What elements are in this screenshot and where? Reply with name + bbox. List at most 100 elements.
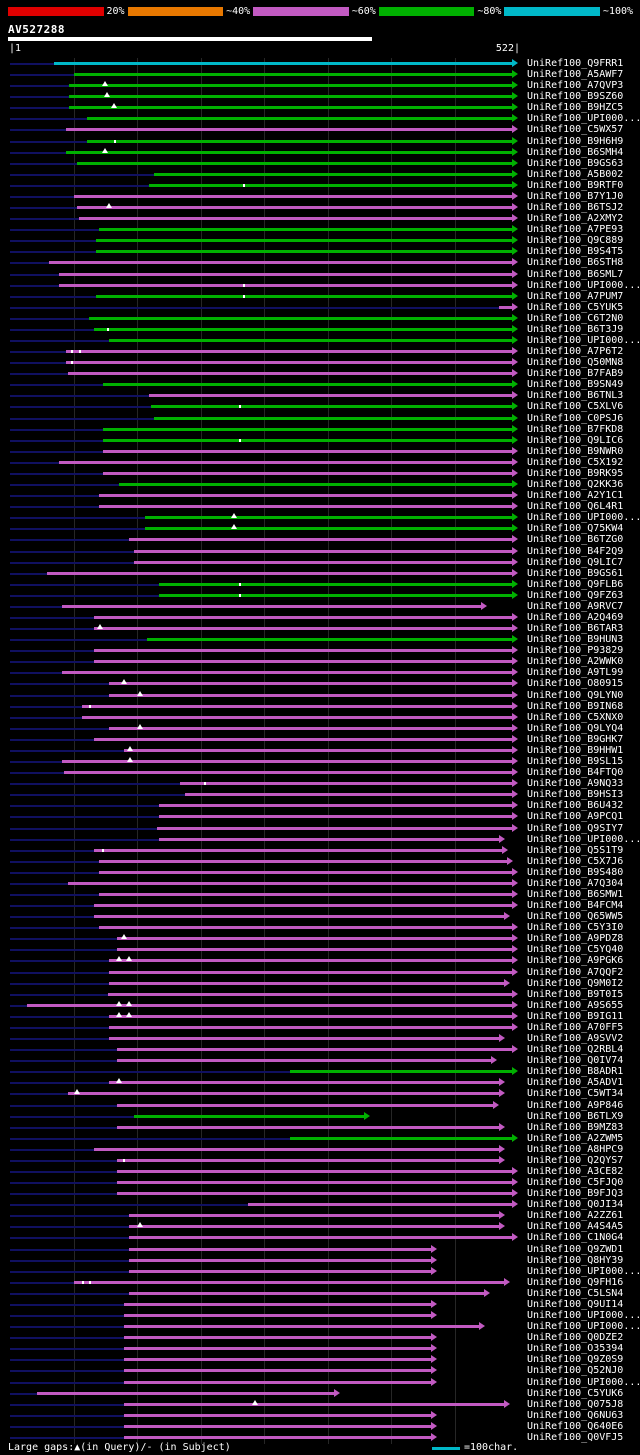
- alignment-bar[interactable]: [149, 183, 513, 187]
- alignment-bar[interactable]: [128, 1214, 501, 1218]
- alignment-bar[interactable]: [93, 616, 513, 619]
- alignment-bar[interactable]: [154, 172, 513, 176]
- alignment-bar[interactable]: [124, 1413, 433, 1417]
- alignment-bar[interactable]: [58, 272, 513, 276]
- alignment-bar[interactable]: [159, 804, 513, 808]
- hit-label[interactable]: UniRef100_Q5S1T9: [527, 844, 624, 856]
- alignment-bar[interactable]: [98, 505, 513, 509]
- alignment-bar[interactable]: [67, 1092, 501, 1096]
- alignment-bar[interactable]: [47, 571, 513, 575]
- alignment-bar[interactable]: [69, 84, 513, 88]
- hit-label[interactable]: UniRef100_Q0IV74: [527, 1055, 624, 1067]
- hit-label[interactable]: UniRef100_A4S4A5: [527, 1221, 624, 1233]
- alignment-bar[interactable]: [37, 1391, 335, 1395]
- alignment-bar[interactable]: [67, 881, 513, 885]
- hit-label[interactable]: UniRef100_UPI000...: [527, 1265, 640, 1277]
- alignment-bar[interactable]: [102, 449, 513, 453]
- hit-label[interactable]: UniRef100_B9H6H9: [527, 135, 624, 147]
- hit-label[interactable]: UniRef100_A9PDZ8: [527, 933, 624, 945]
- alignment-bar[interactable]: [88, 316, 513, 320]
- alignment-bar[interactable]: [65, 361, 513, 365]
- hit-label[interactable]: UniRef100_B6SML7: [527, 268, 624, 280]
- hit-label[interactable]: UniRef100_C5XLV6: [527, 401, 624, 413]
- alignment-bar[interactable]: [109, 1037, 501, 1041]
- hit-label[interactable]: UniRef100_B6TAR3: [527, 623, 624, 635]
- hit-label[interactable]: UniRef100_Q9M0I2: [527, 977, 624, 989]
- hit-label[interactable]: UniRef100_B9SL15: [527, 756, 624, 768]
- hit-label[interactable]: UniRef100_P93829: [527, 645, 624, 657]
- alignment-bar[interactable]: [117, 1048, 513, 1052]
- hit-label[interactable]: UniRef100_Q0JI34: [527, 1199, 624, 1211]
- alignment-bar[interactable]: [128, 1236, 513, 1240]
- alignment-bar[interactable]: [124, 1314, 433, 1318]
- alignment-bar[interactable]: [109, 1014, 513, 1018]
- hit-label[interactable]: UniRef100_A2XMY2: [527, 213, 624, 225]
- hit-label[interactable]: UniRef100_B9SZ60: [527, 91, 624, 103]
- alignment-bar[interactable]: [102, 471, 513, 475]
- hit-label[interactable]: UniRef100_A2ZZ61: [527, 1210, 624, 1222]
- alignment-bar[interactable]: [95, 239, 513, 243]
- hit-label[interactable]: UniRef100_A7P6T2: [527, 346, 624, 358]
- alignment-bar[interactable]: [149, 394, 513, 398]
- hit-label[interactable]: UniRef100_C5X7J6: [527, 855, 624, 867]
- hit-label[interactable]: UniRef100_B6SMH4: [527, 146, 624, 158]
- alignment-bar[interactable]: [117, 1170, 513, 1173]
- hit-label[interactable]: UniRef100_A5B002: [527, 168, 624, 180]
- hit-label[interactable]: UniRef100_B6STH8: [527, 257, 624, 269]
- alignment-bar[interactable]: [77, 161, 513, 165]
- hit-label[interactable]: UniRef100_B9HSI3: [527, 789, 624, 801]
- hit-label[interactable]: UniRef100_Q9LYQ4: [527, 722, 624, 734]
- hit-label[interactable]: UniRef100_Q9LIC7: [527, 556, 624, 568]
- hit-label[interactable]: UniRef100_A9RVC7: [527, 600, 624, 612]
- alignment-bar[interactable]: [93, 1147, 501, 1151]
- hit-label[interactable]: UniRef100_Q6NU63: [527, 1409, 624, 1421]
- alignment-bar[interactable]: [184, 793, 513, 797]
- hit-label[interactable]: UniRef100_Q9FRR1: [527, 58, 624, 69]
- alignment-bar[interactable]: [93, 915, 506, 919]
- hit-label[interactable]: UniRef100_Q9UI14: [527, 1298, 624, 1310]
- hit-label[interactable]: UniRef100_C5YQ40: [527, 944, 624, 956]
- hit-label[interactable]: UniRef100_C0PSJ6: [527, 412, 624, 424]
- hit-label[interactable]: UniRef100_A3CE82: [527, 1166, 624, 1177]
- hit-label[interactable]: UniRef100_C6T2N0: [527, 312, 624, 324]
- hit-label[interactable]: UniRef100_A5AWF7: [527, 69, 624, 81]
- alignment-bar[interactable]: [93, 848, 504, 852]
- hit-label[interactable]: UniRef100_A2Y1C1: [527, 490, 624, 502]
- alignment-bar[interactable]: [128, 1269, 433, 1273]
- hit-label[interactable]: UniRef100_B9GS61: [527, 567, 624, 579]
- alignment-bar[interactable]: [98, 859, 509, 863]
- hit-label[interactable]: UniRef100_B9HHW1: [527, 744, 624, 756]
- alignment-bar[interactable]: [119, 483, 513, 487]
- hit-label[interactable]: UniRef100_UPI000...: [527, 1321, 640, 1333]
- hit-label[interactable]: UniRef100_A9PGK6: [527, 955, 624, 967]
- alignment-bar[interactable]: [65, 128, 513, 132]
- hit-label[interactable]: UniRef100_B9S4T5: [527, 246, 624, 258]
- hit-label[interactable]: UniRef100_A70FF5: [527, 1021, 624, 1033]
- alignment-bar[interactable]: [98, 870, 513, 874]
- alignment-bar[interactable]: [124, 1369, 433, 1373]
- alignment-bar[interactable]: [159, 582, 513, 586]
- alignment-bar[interactable]: [499, 305, 513, 309]
- alignment-bar[interactable]: [124, 1325, 480, 1329]
- hit-label[interactable]: UniRef100_B6TLX9: [527, 1110, 624, 1122]
- alignment-bar[interactable]: [93, 660, 513, 664]
- alignment-bar[interactable]: [128, 1247, 433, 1251]
- hit-label[interactable]: UniRef100_Q50MN8: [527, 357, 624, 369]
- alignment-bar[interactable]: [109, 981, 506, 985]
- hit-label[interactable]: UniRef100_B6TZG0: [527, 534, 624, 546]
- hit-label[interactable]: UniRef100_B9GS63: [527, 157, 624, 169]
- hit-label[interactable]: UniRef100_C5YUK6: [527, 1387, 624, 1399]
- hit-label[interactable]: UniRef100_B9S480: [527, 866, 624, 878]
- alignment-bar[interactable]: [109, 1081, 501, 1085]
- hit-label[interactable]: UniRef100_A9S655: [527, 999, 624, 1011]
- hit-label[interactable]: UniRef100_B7FAB9: [527, 368, 624, 380]
- alignment-bar[interactable]: [289, 1136, 513, 1140]
- alignment-bar[interactable]: [124, 1302, 433, 1306]
- alignment-bar[interactable]: [58, 283, 513, 287]
- alignment-bar[interactable]: [147, 638, 513, 642]
- hit-label[interactable]: UniRef100_C5LSN4: [527, 1287, 624, 1299]
- alignment-bar[interactable]: [82, 704, 513, 708]
- hit-label[interactable]: UniRef100_B9GHK7: [527, 733, 624, 745]
- alignment-bar[interactable]: [58, 460, 513, 464]
- alignment-bar[interactable]: [61, 760, 513, 764]
